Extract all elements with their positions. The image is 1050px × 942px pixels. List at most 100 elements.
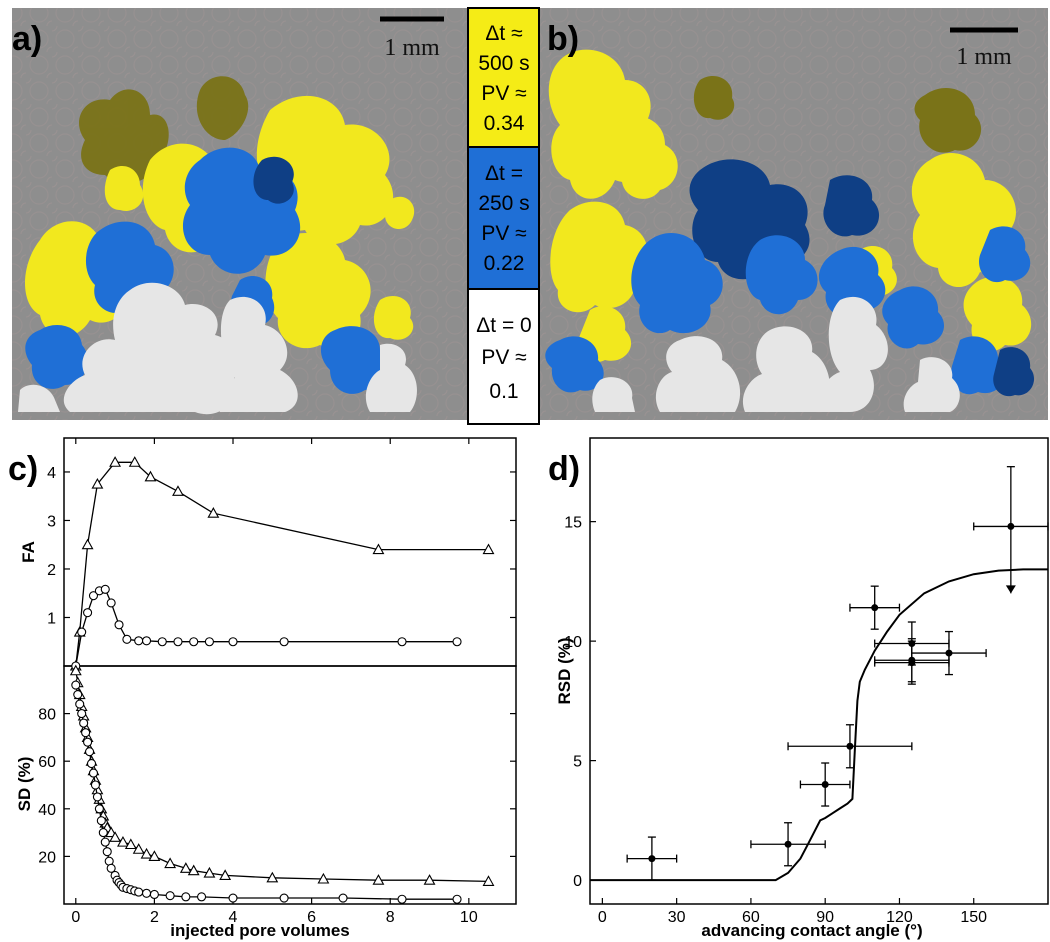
c-bottom-series-1-triangle-marker [69,664,82,676]
panel-d-points [626,466,1049,881]
c-top-series-2-circle-marker [157,637,167,647]
d-data-point [784,840,792,848]
c-bottom-series-2-line [75,684,457,900]
c-top-series-1-triangle-marker [144,470,157,482]
c-top-series-1-triangle-marker [372,543,385,555]
legend-white-line-1: Δt = 0 [476,314,531,337]
legend-yellow-line-1: Δt ≈ [485,22,522,45]
panel-c-bottom-series [69,664,495,904]
c-xtick-label: 0 [71,909,80,926]
panel-b-image [540,8,1048,420]
d-xtick-label: 0 [598,909,607,926]
c-bottom-series-2-circle-marker [71,680,81,690]
c-bottom-series-2-circle-marker [75,699,85,709]
d-data-point [945,649,953,657]
c-top-series-1-triangle-marker [91,477,104,489]
c-bottom-ytick-label: 40 [38,802,56,819]
c-top-series-2-circle-marker [88,591,99,601]
c-bottom-series-2-circle-marker [106,863,116,873]
d-arrow-down-marker [1005,585,1016,594]
legend-yellow-line-4: 0.34 [484,112,525,135]
c-bottom-series-1-triangle-marker [187,864,200,876]
c-bottom-series-2-circle-marker [279,893,289,903]
c-bottom-series-2-circle-marker [92,792,102,802]
c-top-series-2-circle-marker [173,637,183,647]
c-top-series-2-circle-marker [228,637,238,647]
c-bottom-series-1-triangle-marker [179,862,192,873]
c-top-series-1-triangle-marker [81,538,94,550]
d-ytick-label: 5 [573,754,582,771]
c-bottom-series-1-triangle-marker [266,871,279,883]
panel-c-bottom-frame [63,665,517,905]
c-top-series-2-circle-marker [122,634,132,644]
panel-c-bottom-ylabel: SD (%) [15,757,34,812]
c-xtick-label: 2 [150,909,159,926]
panel-c-top-frame [63,437,517,667]
c-top-ytick-label: 3 [47,513,56,530]
c-bottom-series-1-triangle-marker [132,843,145,854]
d-data-point [821,781,829,789]
c-bottom-series-2-circle-marker [338,893,348,903]
panel-d-ticks: 0 30 60 90 120 150 0 5 10 15 [564,515,987,926]
legend-blue-line-2: 250 s [478,192,529,215]
c-top-series-2-circle-marker [134,636,144,646]
c-bottom-series-1-triangle-marker [219,869,232,880]
c-bottom-series-1-triangle-marker [482,875,495,886]
d-fit-curve [590,568,1048,882]
c-bottom-series-2-circle-marker [452,894,462,904]
c-bottom-series-2-circle-marker [165,891,175,901]
c-top-series-2-circle-marker [141,636,152,646]
c-bottom-series-2-circle-marker [149,889,159,900]
c-bottom-series-2-circle-marker [98,828,108,838]
c-top-series-2-circle-marker [106,598,116,608]
c-bottom-series-1-triangle-marker [148,850,161,861]
c-bottom-series-1-triangle-marker [423,874,436,885]
c-bottom-series-1-triangle-marker [203,866,216,878]
c-bottom-series-2-circle-marker [84,747,95,757]
c-top-series-2-circle-marker [397,637,407,647]
c-top-ytick-label: 1 [47,610,56,627]
c-top-series-2-circle-marker [100,584,110,594]
c-bottom-series-2-circle-marker [181,892,191,902]
panel-c-label: c) [8,450,38,488]
panel-d-frame [589,437,1049,905]
legend-white-line-3: 0.1 [489,380,518,403]
c-bottom-series-1-triangle-marker [117,835,129,847]
c-top-series-2-circle-marker [204,637,214,647]
d-ytick-label: 0 [573,873,582,890]
legend-box-white [467,288,540,425]
c-xtick-label: 8 [386,909,395,926]
d-data-point [846,742,854,750]
c-bottom-series-1-triangle-marker [124,838,137,850]
c-bottom-series-1-triangle-marker [140,847,153,859]
c-bottom-series-2-circle-marker [228,893,238,903]
legend-blue-line-4: 0.22 [484,252,525,275]
c-top-series-2-line [75,588,457,667]
d-xtick-label: 120 [886,909,913,926]
panel-d-label: d) [548,450,580,488]
c-bottom-series-2-circle-marker [100,837,110,847]
c-bottom-series-1-triangle-marker [317,872,330,884]
legend-blue-line-1: Δt = [485,162,523,185]
c-xtick-label: 10 [460,909,478,926]
legend-white-line-2: PV ≈ [481,346,526,369]
d-data-point [648,855,656,863]
d-xtick-label: 60 [742,909,760,926]
c-bottom-series-2-circle-marker [90,780,100,790]
panel-a-scale-label: 1 mm [384,35,440,61]
c-top-ytick-label: 2 [47,562,56,579]
c-bottom-series-2-circle-marker [73,690,83,700]
c-bottom-series-2-circle-marker [86,759,97,769]
c-bottom-series-2-circle-marker [79,718,89,728]
c-bottom-ytick-label: 80 [38,707,56,724]
c-top-series-2-circle-marker [452,637,462,647]
c-top-series-2-circle-marker [114,620,124,630]
c-bottom-series-2-circle-marker [141,888,152,898]
c-top-series-2-circle-marker [279,637,289,647]
c-top-series-1-triangle-marker [482,543,495,555]
c-bottom-series-1-triangle-marker [164,857,177,869]
c-bottom-series-2-circle-marker [397,894,407,904]
panel-c-top-ylabel: FA [19,541,38,563]
legend-yellow-line-2: 500 s [478,52,529,75]
panel-b-scale-label: 1 mm [956,44,1012,70]
